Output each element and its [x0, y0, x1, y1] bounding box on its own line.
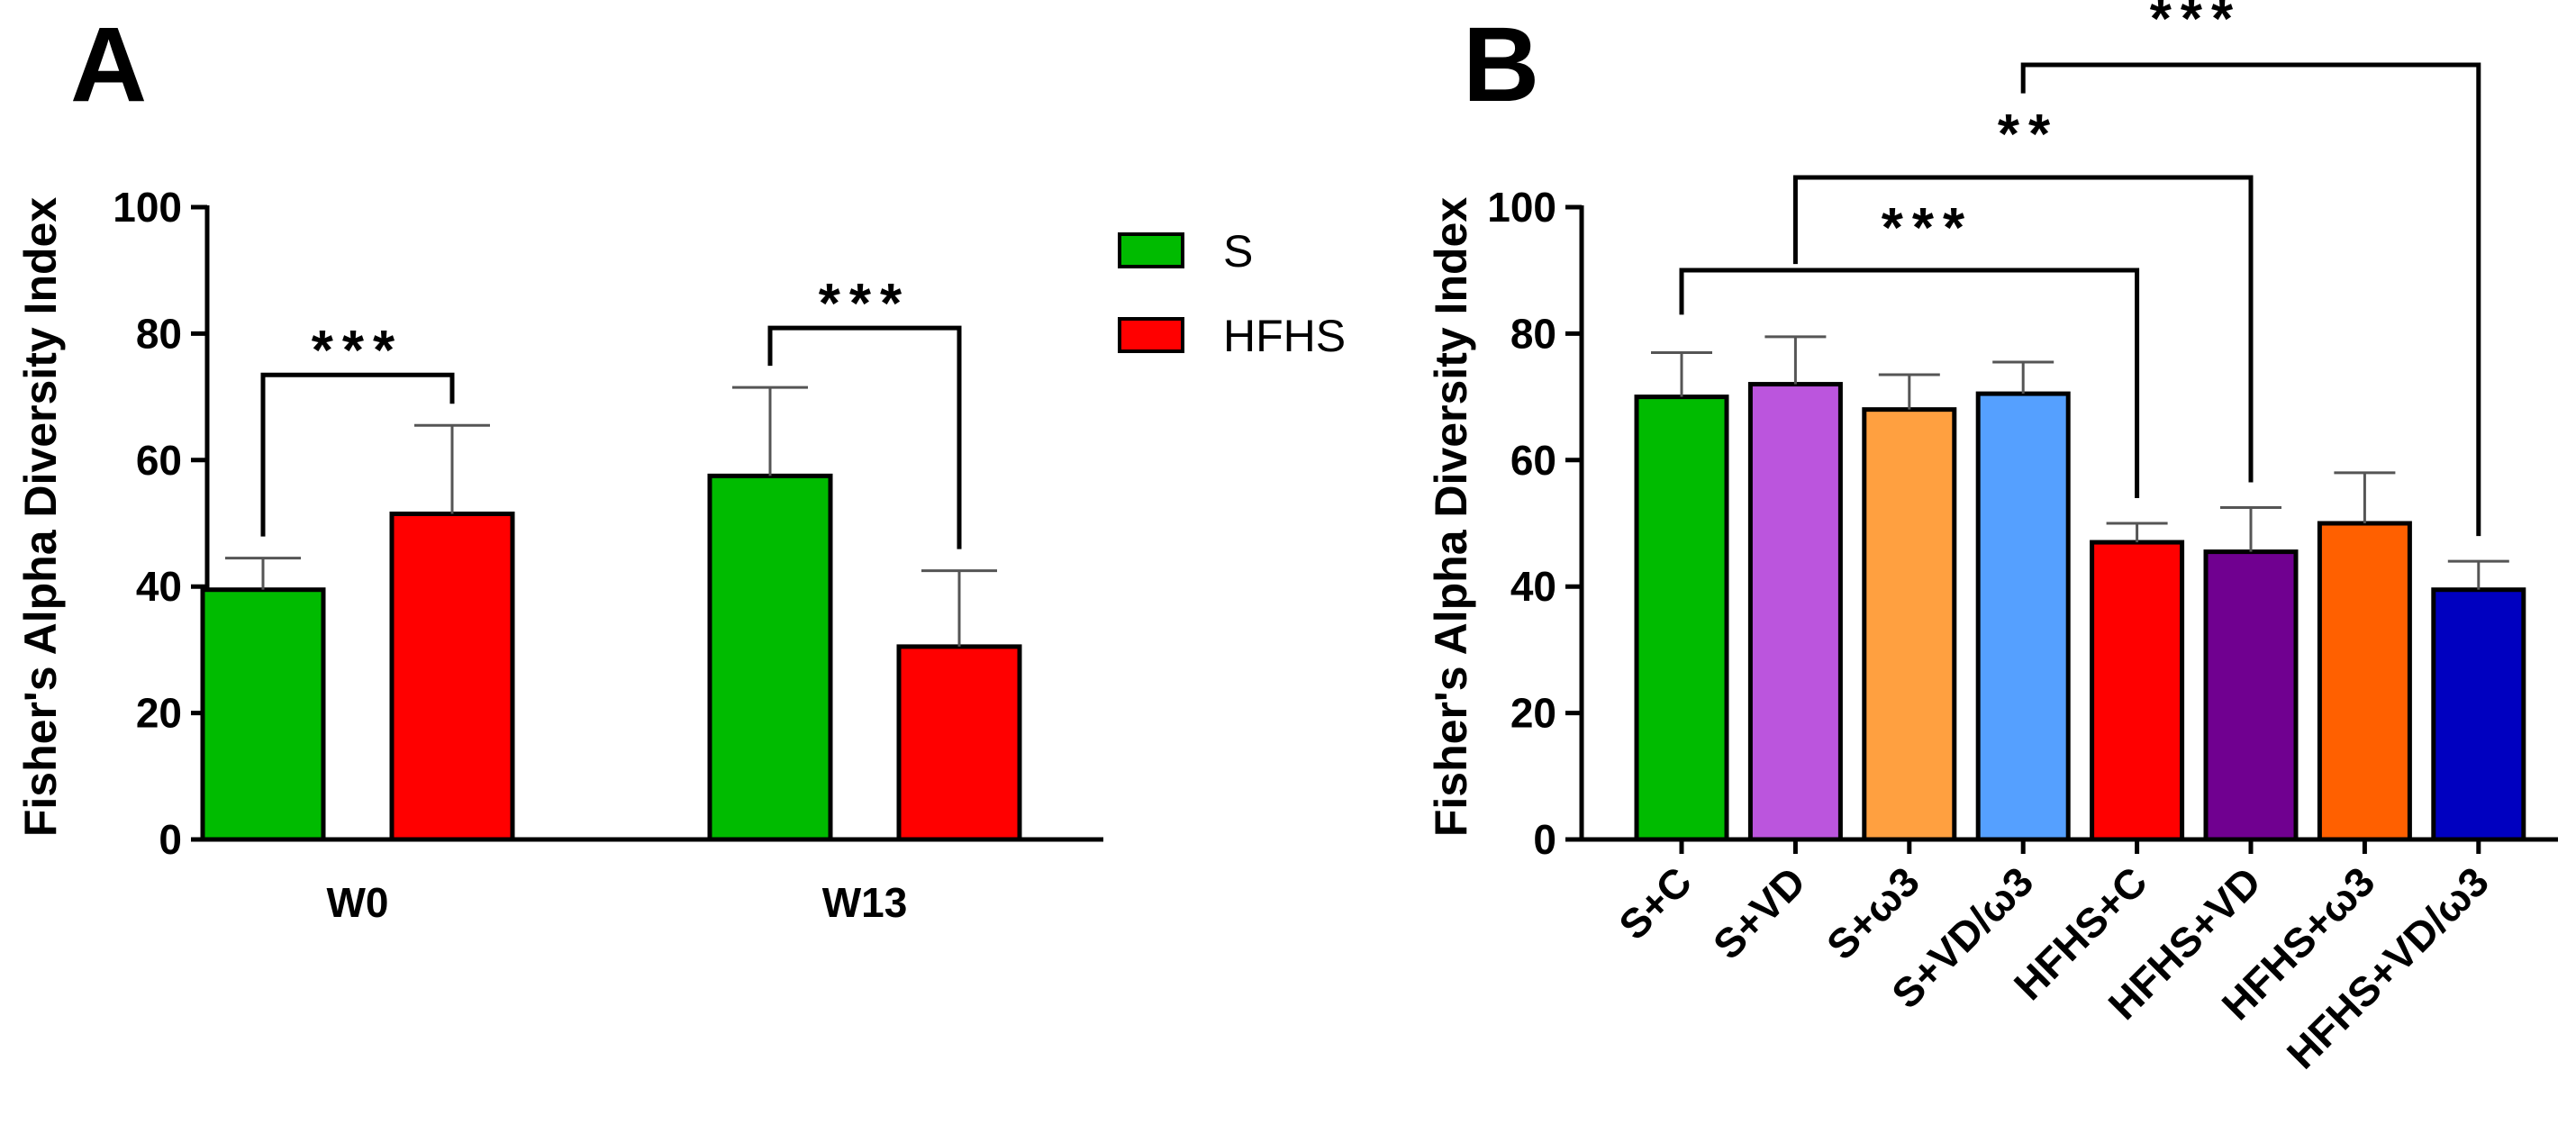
panel-a-y-tick-label: 100 — [113, 184, 182, 231]
panel-b-y-tick-label: 80 — [1510, 310, 1556, 357]
panel-a-legend-swatch-s — [1118, 232, 1184, 268]
panel-a-chart: 0 20 40 60 80 100 W0 W13 *** *** S HFHS — [113, 184, 1346, 926]
panel-a-legend-swatch-hfhs — [1118, 317, 1184, 353]
panel-a-legend-label: HFHS — [1223, 311, 1346, 361]
panel-b-bar — [1747, 382, 1843, 842]
panel-b-bar — [1975, 391, 2071, 842]
panel-b-significance-stars: *** — [2150, 0, 2242, 50]
panel-a-y-tick-label: 0 — [159, 816, 182, 863]
panel-b-y-tick-label: 0 — [1533, 816, 1556, 863]
panel-b-category-label: S+C — [1610, 857, 1701, 948]
panel-a-category-label: W13 — [822, 879, 908, 926]
panel-b-bar — [2317, 521, 2412, 842]
panel-a-significance-stars: *** — [312, 320, 404, 382]
panel-a-category-label: W0 — [327, 879, 389, 926]
panel-a-legend-label: S — [1223, 226, 1253, 277]
panel-a-y-tick-label: 60 — [136, 437, 182, 484]
panel-b-y-tick-label: 60 — [1510, 437, 1556, 484]
panel-b-y-tick-label: 20 — [1510, 690, 1556, 737]
panel-a-y-tick-label: 80 — [136, 310, 182, 357]
panel-b-bar — [1862, 407, 1957, 842]
panel-b-y-tick-label: 100 — [1487, 184, 1556, 231]
panel-a-significance-stars: *** — [819, 273, 911, 335]
panel-b-y-tick-label: 40 — [1510, 563, 1556, 610]
panel-a-bar-hfhs — [389, 511, 515, 842]
panel-a-y-tick-label: 40 — [136, 563, 182, 610]
panel-b-category-label: S+ω3 — [1818, 857, 1928, 968]
panel-b-category-label: HFHS+VD/ω3 — [2278, 857, 2498, 1077]
panel-a-significance-bracket — [767, 325, 962, 549]
panel-a-bar-hfhs — [896, 644, 1022, 842]
panel-b-letter: B — [1463, 5, 1539, 124]
panel-a-y-axis-label: Fisher's Alpha Diversity Index — [15, 197, 66, 837]
panel-b-significance-bracket — [1792, 175, 2254, 483]
panel-b-bar — [1634, 395, 1729, 842]
panel-b-bar — [2203, 549, 2299, 842]
panel-a-bar-s — [707, 473, 833, 842]
panel-b-y-axis-label: Fisher's Alpha Diversity Index — [1426, 197, 1476, 837]
panel-a-letter: A — [70, 5, 147, 124]
panel-a-bar-s — [200, 587, 326, 842]
panel-a-y-tick-label: 20 — [136, 690, 182, 737]
panel-b-significance-bracket — [1679, 268, 2140, 498]
panel-b-bar — [2090, 540, 2185, 842]
panel-b-bar — [2431, 587, 2526, 842]
panel-b-category-label: S+VD — [1704, 857, 1815, 968]
panel-b-significance-stars: *** — [1882, 197, 1973, 259]
panel-b-significance-stars: ** — [1998, 104, 2059, 166]
panel-a-significance-bracket — [260, 372, 455, 537]
panel-b-significance-bracket — [2020, 62, 2481, 537]
